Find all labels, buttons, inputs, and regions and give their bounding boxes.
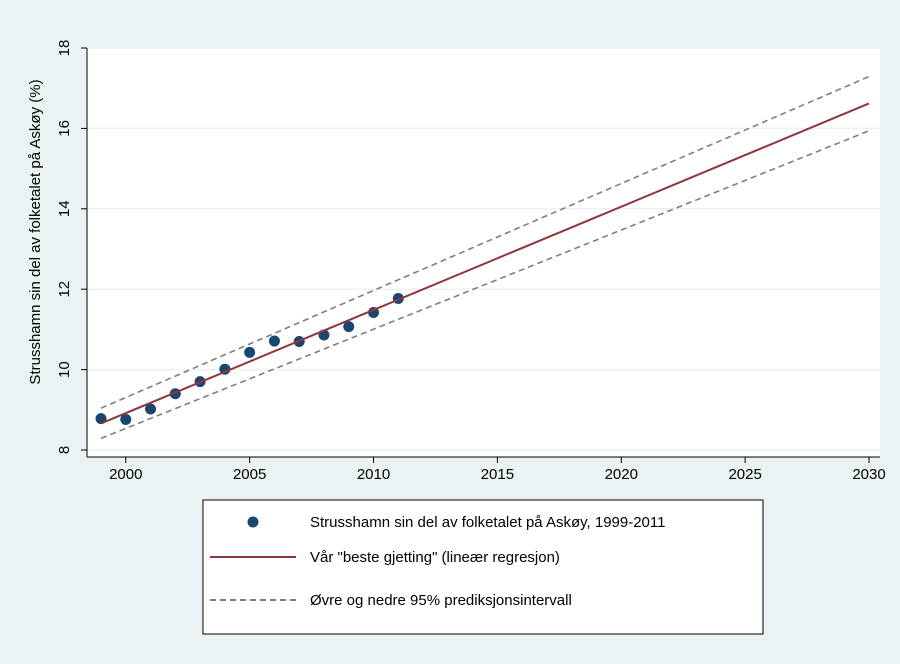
- gridlines: [87, 47, 880, 451]
- data-point: [343, 321, 355, 333]
- data-point: [145, 403, 157, 415]
- data-point: [120, 413, 132, 425]
- y-tick-label: 16: [56, 120, 73, 137]
- y-tick-label: 8: [56, 446, 73, 454]
- x-tick-label: 2020: [605, 466, 638, 483]
- y-tick-label: 18: [56, 40, 73, 57]
- y-tick-label: 12: [56, 281, 73, 298]
- plot-area: [87, 48, 880, 457]
- legend-marker-scatter: [247, 516, 259, 528]
- data-point: [268, 335, 280, 347]
- y-ticks: 8 10 12 14 16 18: [56, 40, 87, 454]
- legend-label-scatter: Strusshamn sin del av folketalet på Askø…: [310, 514, 665, 531]
- y-axis-label: Strusshamn sin del av folketalet på Askø…: [27, 79, 44, 384]
- x-ticks: 2000 2005 2010 2015 2020 2025 2030: [109, 457, 886, 483]
- lower-interval-line: [100, 130, 870, 440]
- x-tick-label: 2005: [233, 466, 266, 483]
- x-tick-label: 2000: [109, 466, 142, 483]
- data-point: [244, 346, 256, 358]
- series-layer: [95, 75, 870, 440]
- axes: [86, 48, 880, 458]
- y-tick-label: 10: [56, 361, 73, 378]
- x-tick-label: 2025: [728, 466, 761, 483]
- legend-box: [202, 499, 764, 635]
- legend-label-interval: Øvre og nedre 95% prediksjonsintervall: [310, 592, 572, 609]
- regression-line: [100, 102, 870, 425]
- y-tick-label: 14: [56, 200, 73, 217]
- x-tick-label: 2015: [481, 466, 514, 483]
- x-tick-label: 2010: [357, 466, 390, 483]
- legend-label-regression: Vår "beste gjetting" (lineær regresjon): [310, 549, 560, 566]
- x-tick-label: 2030: [852, 466, 885, 483]
- legend: Strusshamn sin del av folketalet på Askø…: [202, 499, 764, 635]
